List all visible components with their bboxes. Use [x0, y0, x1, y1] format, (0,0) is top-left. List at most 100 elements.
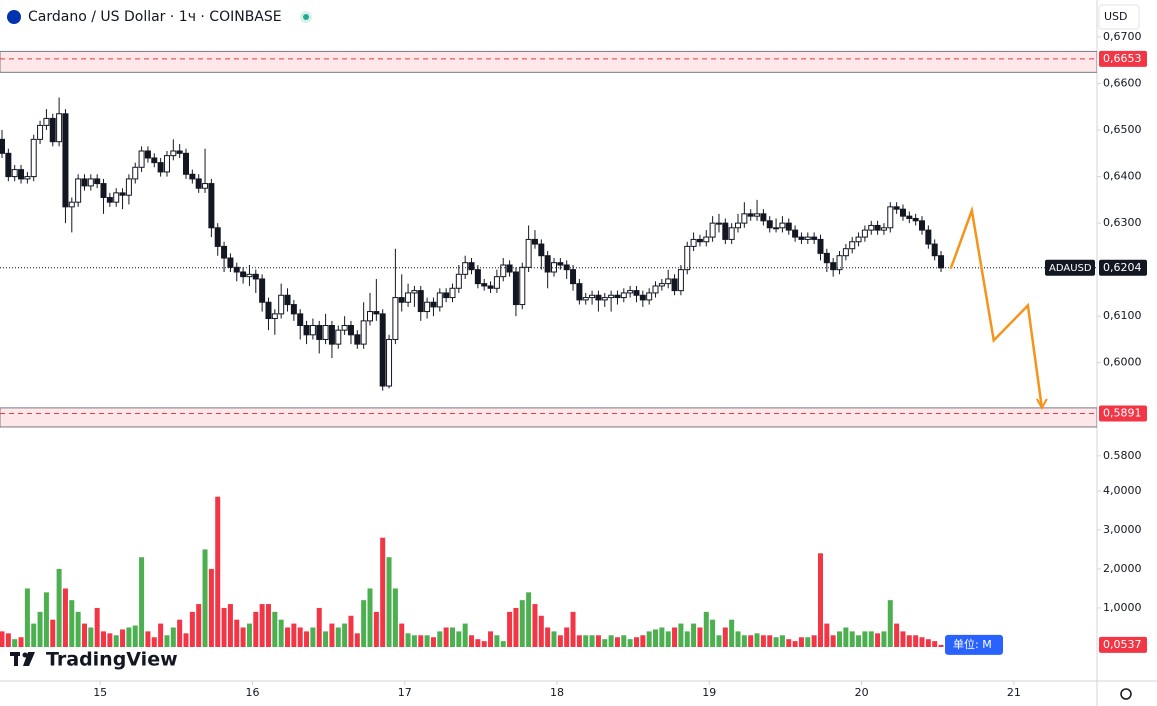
y-tick-label: 0,6600	[1103, 77, 1142, 90]
candle-body	[487, 285, 494, 289]
candle-body	[931, 243, 938, 257]
volume-bar	[488, 631, 494, 647]
volume-bar	[62, 588, 68, 647]
candle-body	[747, 213, 754, 217]
candle-body	[874, 224, 881, 231]
candle-body	[804, 236, 811, 240]
volume-bar	[240, 627, 246, 647]
candle-body	[322, 325, 329, 340]
candle-body	[817, 238, 824, 254]
candle-body	[49, 117, 56, 143]
candle-body	[760, 213, 767, 222]
candle-body	[138, 150, 145, 168]
volume-bar	[570, 611, 576, 647]
volume-bar	[132, 625, 138, 647]
volume-bar	[849, 631, 855, 647]
volume-bar	[862, 631, 868, 647]
volume-bar	[494, 635, 500, 647]
y-tick-label: 2,0000	[1103, 562, 1142, 575]
volume-bar	[665, 631, 671, 647]
volume-bar	[614, 637, 620, 647]
candle-body	[773, 227, 780, 230]
currency-button[interactable]	[1098, 4, 1140, 30]
candle-body	[868, 224, 875, 231]
candle-body	[259, 278, 266, 303]
volume-bar	[684, 631, 690, 647]
volume-bar	[94, 607, 100, 647]
volume-bar	[856, 635, 862, 647]
candle-body	[367, 311, 374, 322]
candle-body	[81, 178, 88, 187]
x-tick-label: 15	[93, 686, 107, 699]
status-dot	[303, 14, 309, 20]
volume-bar	[703, 611, 709, 647]
candle-body	[506, 264, 513, 273]
candle-body	[392, 297, 399, 340]
candle-body	[157, 162, 164, 173]
volume-bar	[754, 633, 760, 647]
candle-body	[18, 169, 25, 180]
candle-body	[75, 178, 82, 203]
volume-bar	[532, 604, 538, 647]
volume-bar	[304, 631, 310, 647]
zone-level-badge	[1099, 50, 1147, 67]
y-tick-label: 0,6700	[1103, 30, 1142, 43]
unit-badge	[945, 634, 1003, 655]
volume-bar	[170, 627, 176, 647]
volume-bar	[697, 627, 703, 647]
y-tick-label: 0,6400	[1103, 170, 1142, 183]
y-tick-label: 4,0000	[1103, 484, 1142, 497]
candle-body	[214, 227, 221, 247]
candle-body	[722, 222, 729, 240]
candle-body	[24, 176, 31, 180]
volume-bar	[646, 631, 652, 647]
candle-body	[379, 313, 386, 387]
candle-body	[443, 292, 450, 299]
candle-body	[512, 271, 519, 306]
candle-body	[436, 292, 443, 308]
candle-body	[37, 124, 44, 140]
volume-bar	[786, 639, 792, 647]
candle-body	[938, 255, 945, 269]
candle-body	[94, 178, 101, 185]
y-tick-label: 0.5800	[1103, 449, 1142, 462]
candle-body	[144, 150, 151, 159]
candle-body	[309, 325, 316, 336]
last-price-label: 0,6204	[1103, 261, 1142, 274]
candle-body	[252, 273, 259, 280]
candle-body	[335, 329, 342, 345]
candle-body	[176, 150, 183, 154]
candle-body	[646, 292, 653, 301]
candle-body	[735, 222, 742, 229]
candle-body	[798, 236, 805, 240]
volume-bar	[75, 611, 81, 647]
volume-bar	[316, 607, 322, 647]
symbol-label: ADAUSD	[1049, 263, 1092, 274]
volume-bar	[24, 588, 30, 647]
candle-body	[658, 283, 665, 287]
x-tick-label: 16	[245, 686, 259, 699]
volume-bar	[265, 604, 271, 647]
volume-bar	[805, 637, 811, 647]
volume-bar	[12, 639, 18, 647]
candle-body	[582, 297, 589, 301]
volume-bar	[830, 635, 836, 647]
candle-body	[570, 269, 577, 285]
volume-bar	[932, 641, 938, 647]
volume-bar	[101, 631, 107, 647]
candle-body	[246, 273, 253, 278]
candle-body	[183, 152, 190, 175]
currency[interactable]: USD	[1104, 10, 1128, 23]
candle-body	[56, 113, 63, 143]
settings-icon[interactable]	[1120, 688, 1132, 700]
volume-bar	[430, 637, 436, 647]
volume-bar	[354, 633, 360, 647]
candle-body	[792, 229, 799, 238]
candle-body	[855, 236, 862, 243]
volume-bar	[551, 631, 557, 647]
volume-bar	[37, 611, 43, 647]
candle-body	[347, 325, 354, 336]
volume-bar	[399, 623, 405, 647]
last-volume-label: 0,0537	[1103, 638, 1142, 651]
